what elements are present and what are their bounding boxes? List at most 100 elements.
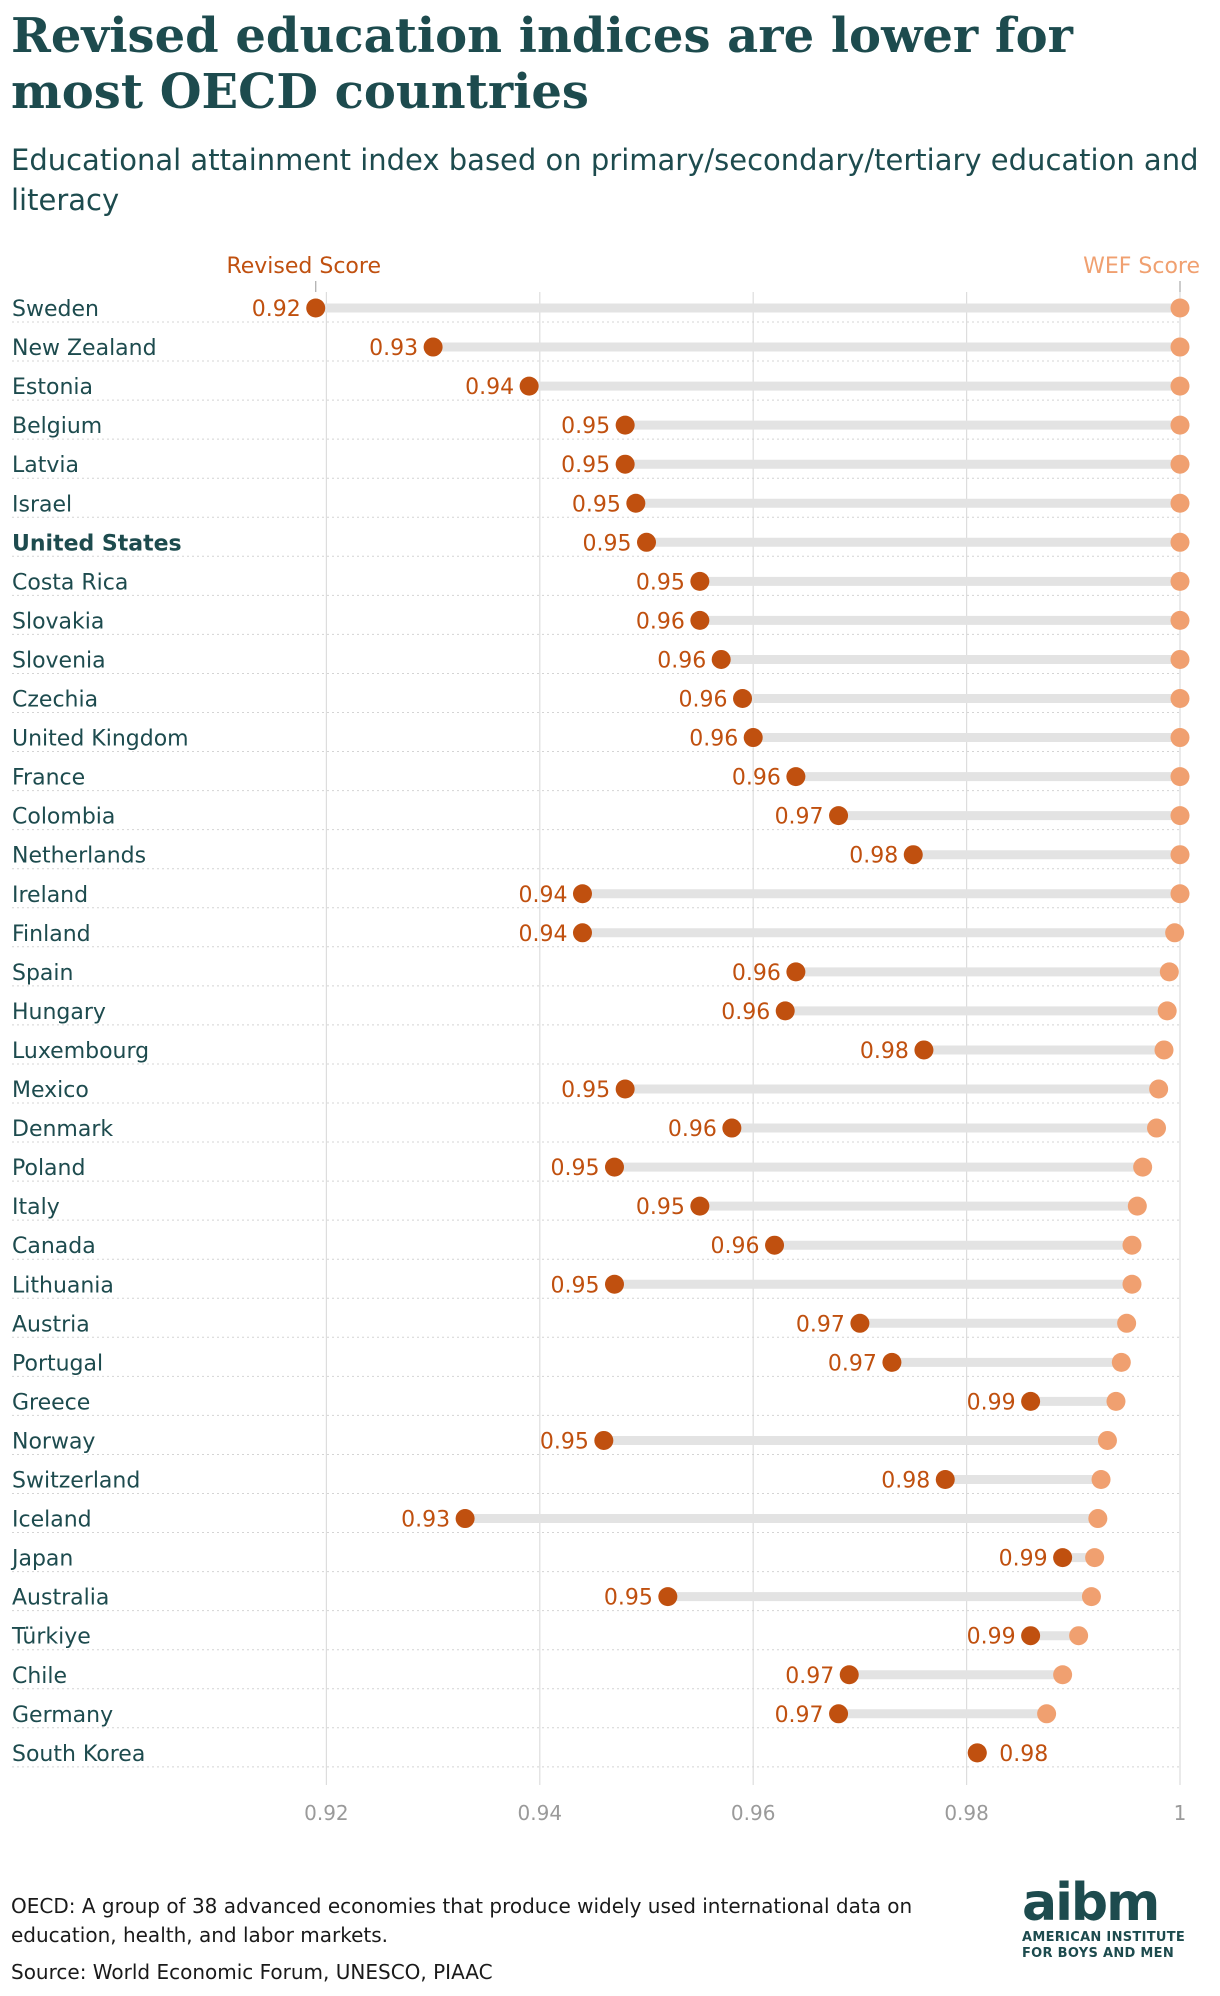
wef-score-dot [1170, 493, 1190, 513]
wef-score-dot [1117, 1313, 1137, 1333]
data-row: Netherlands 0.98 [12, 844, 1190, 870]
country-label: Greece [12, 1390, 90, 1415]
x-tick-label: 0.94 [518, 1801, 563, 1825]
wef-score-dot [1053, 1665, 1073, 1685]
country-label: Slovakia [12, 609, 104, 634]
country-label: Colombia [12, 805, 115, 830]
country-label: Netherlands [12, 844, 146, 869]
revised-value-label: 0.98 [881, 1469, 930, 1494]
country-label: Poland [12, 1156, 85, 1181]
wef-score-dot [1122, 1274, 1142, 1294]
revised-score-dot [626, 493, 646, 513]
revised-series-label: Revised Score [226, 254, 381, 279]
revised-score-dot [829, 806, 849, 826]
x-tick-label: 0.98 [944, 1801, 989, 1825]
data-row: United Kingdom 0.96 [12, 727, 1190, 753]
revised-score-dot [455, 1509, 475, 1529]
data-row: Czechia 0.96 [12, 688, 1190, 713]
revised-value-label: 0.95 [572, 492, 621, 517]
data-row: Finland 0.94 [12, 922, 1185, 948]
data-row: Slovakia 0.96 [12, 609, 1190, 635]
country-label: Norway [12, 1429, 95, 1454]
country-label: Spain [12, 961, 73, 986]
revised-value-label: 0.97 [775, 1703, 824, 1728]
revised-score-dot [850, 1313, 870, 1333]
revised-score-dot [604, 1274, 624, 1294]
data-row: Israel 0.95 [12, 492, 1190, 518]
revised-score-dot [615, 415, 635, 435]
country-label: Estonia [12, 375, 93, 400]
revised-value-label: 0.95 [561, 414, 610, 439]
data-row: Lithuania 0.95 [12, 1273, 1180, 1299]
data-row: Iceland 0.93 [12, 1508, 1180, 1534]
wef-score-dot [1154, 1040, 1174, 1060]
country-label: United States [12, 531, 182, 556]
data-row: Greece 0.99 [12, 1390, 1180, 1416]
revised-score-dot [903, 845, 923, 865]
revised-score-dot [733, 689, 753, 708]
data-row: Mexico 0.95 [12, 1078, 1180, 1104]
revised-value-label: 0.99 [999, 1547, 1048, 1572]
revised-value-label: 0.95 [540, 1429, 589, 1454]
wef-score-dot [1170, 689, 1190, 708]
country-label: Belgium [12, 414, 102, 439]
revised-value-label: 0.96 [732, 766, 781, 791]
revised-value-label: 0.95 [583, 531, 632, 556]
data-row: Latvia 0.95 [12, 453, 1190, 479]
wef-score-dot [1170, 376, 1190, 396]
country-label: Canada [12, 1234, 96, 1259]
data-row: Slovenia 0.96 [12, 648, 1190, 674]
revised-score-dot [658, 1587, 678, 1607]
country-label: Hungary [12, 1000, 106, 1025]
country-label: Austria [12, 1312, 90, 1337]
revised-score-dot [711, 649, 731, 669]
data-row: Spain 0.96 [12, 961, 1180, 987]
revised-value-label: 0.98 [849, 844, 898, 869]
wef-score-dot [1170, 337, 1190, 357]
revised-score-dot [967, 1743, 987, 1763]
revised-value-label: 0.95 [551, 1156, 600, 1181]
x-tick-label: 1 [1174, 1801, 1187, 1825]
wef-score-dot [1037, 1704, 1057, 1724]
wef-score-dot [1170, 298, 1190, 318]
data-row: Hungary 0.96 [12, 1000, 1180, 1026]
chart-subtitle: Educational attainment index based on pr… [11, 143, 1199, 217]
revised-value-label: 0.96 [689, 727, 738, 752]
revised-score-dot [1053, 1548, 1073, 1568]
wef-score-dot [1122, 1235, 1142, 1255]
revised-value-label: 0.93 [369, 336, 418, 361]
revised-value-label: 0.98 [999, 1742, 1048, 1767]
revised-score-dot [306, 298, 326, 318]
wef-score-dot [1170, 767, 1190, 787]
revised-score-dot [519, 376, 539, 396]
wef-score-dot [1170, 571, 1190, 591]
data-row: South Korea 0.98 [12, 1742, 1180, 1768]
wef-score-dot [1081, 1587, 1101, 1607]
revised-score-dot [572, 884, 592, 904]
x-tick-label: 0.96 [731, 1801, 776, 1825]
data-row: Belgium 0.95 [12, 414, 1190, 440]
revised-score-dot [615, 1079, 635, 1099]
revised-value-label: 0.96 [721, 1000, 770, 1025]
data-row: Norway 0.95 [12, 1429, 1180, 1455]
revised-score-dot [829, 1704, 849, 1724]
data-row: Ireland 0.94 [12, 883, 1190, 909]
revised-score-dot [1021, 1391, 1041, 1411]
revised-score-dot [882, 1352, 902, 1372]
revised-score-dot [743, 728, 763, 748]
country-label: Luxembourg [12, 1039, 149, 1064]
revised-value-label: 0.92 [252, 297, 301, 322]
country-label: Iceland [12, 1508, 92, 1533]
country-label: Ireland [12, 883, 88, 908]
wef-score-dot [1085, 1548, 1105, 1568]
wef-score-dot [1088, 1509, 1108, 1529]
revised-value-label: 0.97 [828, 1351, 877, 1376]
revised-value-label: 0.96 [711, 1234, 760, 1259]
logo-mark: aibm [1022, 1873, 1160, 1933]
revised-value-label: 0.96 [636, 609, 685, 634]
revised-value-label: 0.96 [732, 961, 781, 986]
revised-value-label: 0.96 [679, 688, 728, 713]
wef-score-dot [1091, 1470, 1111, 1489]
revised-score-dot [1021, 1626, 1041, 1646]
country-label: New Zealand [12, 336, 157, 361]
